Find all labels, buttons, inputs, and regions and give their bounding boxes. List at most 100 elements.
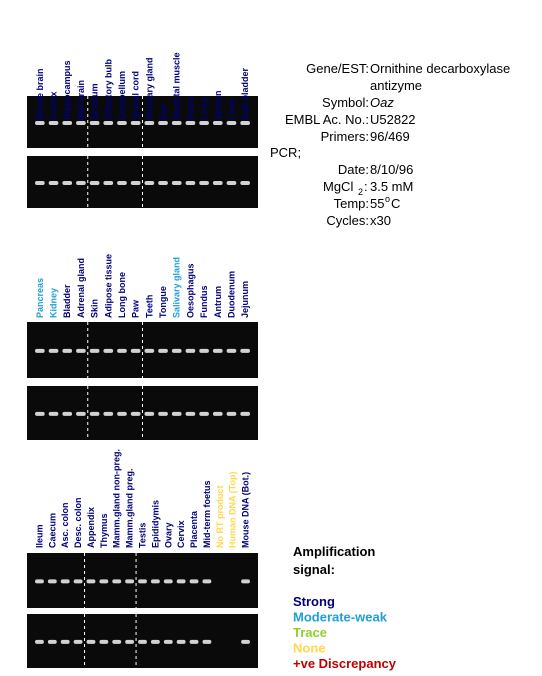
gel-band (117, 120, 127, 125)
gel-band (62, 348, 73, 353)
lane-label: Teeth (144, 295, 154, 318)
gel-band (103, 348, 114, 353)
lane-label: Oesophagus (185, 263, 195, 318)
lane-label: Human DNA (Top) (228, 472, 238, 549)
gel-band (125, 579, 135, 584)
gel-band (125, 639, 135, 644)
gel-band (76, 348, 86, 353)
lane-label: Mamm.gland preg. (125, 468, 135, 548)
gel-band (130, 180, 141, 185)
gel-band (35, 411, 45, 416)
lane-label: Adipose tissue (103, 254, 113, 318)
lane-label: Eye (158, 104, 168, 120)
gel-band (73, 639, 83, 644)
gel-band (212, 120, 223, 125)
gel-band (202, 579, 212, 584)
gel-band (240, 180, 250, 185)
gel-band (62, 180, 73, 185)
gel-band (241, 579, 250, 584)
info-key: Temp: (334, 196, 369, 211)
lane-label: Appendix (86, 507, 96, 548)
lane-label: Spleen (213, 90, 223, 120)
lane-label: Asc. colon (60, 502, 70, 548)
gel-band (171, 120, 182, 125)
lane-label: Mouse DNA (Bot.) (241, 472, 251, 548)
info-key: Cycles: (326, 213, 369, 228)
gel-band (89, 411, 100, 416)
gel-band (171, 348, 182, 353)
gel-band (86, 639, 96, 644)
gel-band (144, 180, 155, 185)
gel-band (47, 579, 57, 584)
lane-label: Mid brain (76, 80, 86, 120)
gel-band (103, 120, 114, 125)
gel-band (226, 120, 237, 125)
gel-band (60, 639, 70, 644)
lane-label: Gall bladder (240, 67, 250, 120)
legend-item: None (293, 641, 326, 656)
info-value: U52822 (370, 112, 416, 127)
gel-band (158, 120, 168, 125)
info-value: Oaz (370, 95, 394, 110)
lane-label: Fundus (199, 286, 209, 319)
lane-label: Long bone (117, 272, 127, 318)
lane-label: Thymus (99, 513, 109, 548)
info-value: antizyme (370, 78, 422, 93)
gel-band (35, 348, 45, 353)
gel-band (189, 639, 199, 644)
lane-label: Mid-term foetus (202, 481, 212, 549)
lane-label: Duodenum (226, 271, 236, 318)
legend-item: Moderate-weak (293, 610, 388, 625)
gel-band (150, 639, 160, 644)
lane-label: Cortex (49, 91, 59, 120)
info-value: x30 (370, 213, 391, 228)
lane-label: Paw (131, 299, 141, 318)
lane-label: Kidney (49, 288, 59, 318)
gel-band (76, 120, 86, 125)
info-key: Date: (338, 162, 369, 177)
info: Gene/EST: Ornithine decarboxylase antizy… (270, 61, 510, 228)
gel-band (163, 579, 173, 584)
lane-label: Skeletal muscle (172, 52, 182, 120)
gel-band (62, 411, 73, 416)
info-key: MgCl (323, 179, 353, 194)
lane-label: Salivary gland (172, 257, 182, 318)
lane-label: Lung (199, 98, 209, 120)
gel-band (199, 180, 209, 185)
gel-band (212, 180, 223, 185)
gel-band (73, 579, 83, 584)
lane-label: Bladder (62, 284, 72, 318)
lane-label: Antrum (213, 286, 223, 318)
gel-band (176, 639, 186, 644)
info-value: 3.5 mM (370, 179, 413, 194)
lane-label: Heart (185, 97, 195, 120)
gel-band (76, 180, 86, 185)
lane-label: Cerebellum (117, 71, 127, 120)
gel-band (60, 579, 70, 584)
gel-band (138, 579, 147, 584)
gel-band (241, 639, 250, 644)
gel-band (99, 579, 109, 584)
gel-band (212, 411, 223, 416)
lane-label: Ileum (34, 524, 44, 548)
gel-band (171, 180, 182, 185)
lane-label: Mamm.gland non-preg. (112, 449, 122, 548)
info-value: 8/10/96 (370, 162, 413, 177)
gel-band (138, 639, 147, 644)
legend-title: signal: (293, 562, 335, 577)
gel-band (212, 348, 223, 353)
lane-label: Olfactory bulb (103, 58, 113, 120)
gel-band (48, 120, 59, 125)
gel-band (202, 639, 212, 644)
gel-band (240, 120, 250, 125)
gel-band (48, 180, 59, 185)
lane-label: Jejunum (240, 281, 250, 318)
lane-label: Skin (90, 299, 100, 318)
lane-label: Adrenal gland (76, 258, 86, 318)
info-key: Primers: (321, 129, 369, 144)
gel-band (103, 180, 114, 185)
gel-band (117, 348, 127, 353)
gel-band (158, 348, 168, 353)
gel-band (199, 120, 209, 125)
